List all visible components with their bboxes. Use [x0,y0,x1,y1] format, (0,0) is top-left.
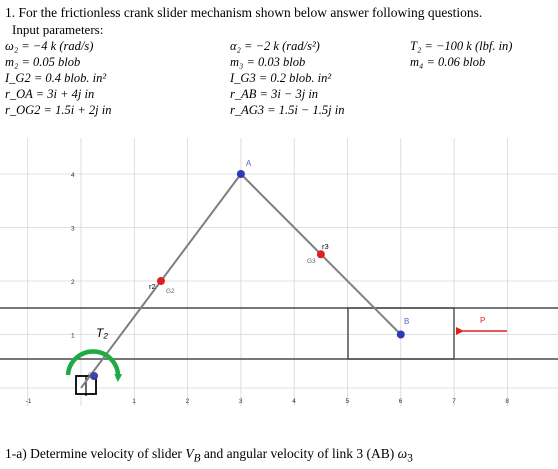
slider-block [347,307,455,360]
footer-vb: V [185,446,194,461]
y-tick-label: 3 [71,226,75,233]
param-m4: m₄ = 0.06 blob [410,55,486,69]
footer-vb-sub: B [193,452,201,465]
x-tick-label: 3 [239,398,243,405]
x-tick-label: 4 [292,398,296,405]
parameters-column-3: T₂ = −100 k (lbf. in) m₄ = 0.06 blob [410,38,512,70]
x-tick-label: 5 [346,398,350,405]
param-ig2: I_G2 = 0.4 blob. in² [5,71,107,85]
param-rab: r_AB = 3i − 3j in [230,87,319,101]
question-title: 1. For the frictionless crank slider mec… [5,5,483,20]
label-o2: O2 [88,372,97,379]
joint-b [396,330,405,339]
label-a: A [246,159,252,168]
grid [0,138,558,406]
label-t2: T₂ [96,326,108,340]
y-tick-label: 1 [71,333,75,340]
label-b: B [404,317,409,326]
param-m3: m₃ = 0.03 blob [230,55,306,69]
param-roa: r_OA = 3i + 4j in [5,87,95,101]
x-tick-label: 1 [132,398,136,405]
joint-o2 [90,372,98,380]
param-m2: m₂ = 0.05 blob [5,55,81,69]
y-tick-label: 4 [71,172,75,179]
label-g2: G2 [166,288,175,295]
x-tick-label: 2 [186,398,190,405]
param-alpha2: α₂ = −2 k (rad/s²) [230,39,320,53]
x-tick-label: 6 [399,398,403,405]
param-rog2: r_OG2 = 1.5i + 2j in [5,103,112,117]
com-g2 [156,277,165,285]
parameters-column-1: ω₂ = −4 k (rad/s) m₂ = 0.05 blob I_G2 = … [5,38,111,118]
label-r3: r3 [322,242,329,251]
question-footer: 1-a) Determine velocity of slider VB and… [5,446,413,465]
question-subtitle: Input parameters: [12,22,104,37]
mechanism-diagram: -1 1 2 3 4 5 6 7 8 1 2 3 4 A B P r2 G2 r3 G3 T₂ O2 [0,138,558,406]
tick-labels: -1 1 2 3 4 5 6 7 8 1 2 3 4 [26,172,510,405]
label-g3: G3 [307,258,316,265]
x-tick-label: 7 [452,398,456,405]
x-tick-label: -1 [26,398,32,405]
footer-middle: and angular velocity of link 3 (AB) [200,446,398,461]
y-tick-label: 2 [71,279,75,286]
param-omega2: ω₂ = −4 k (rad/s) [5,39,94,53]
parameters-column-2: α₂ = −2 k (rad/s²) m₃ = 0.03 blob I_G3 =… [230,38,344,118]
torque-arrow-icon [65,349,123,382]
x-tick-label: 8 [505,398,509,405]
label-p: P [480,316,485,325]
joint-a [236,170,245,178]
param-t2: T₂ = −100 k (lbf. in) [410,39,513,53]
param-ig3: I_G3 = 0.2 blob. in² [230,71,332,85]
com-g3 [316,250,325,259]
footer-prefix: 1-a) Determine velocity of slider [5,446,186,461]
footer-w3: ω [397,446,408,461]
param-rag3: r_AG3 = 1.5i − 1.5j in [230,103,345,117]
label-r2: r2 [149,282,156,291]
footer-w3-sub: 3 [407,452,413,465]
